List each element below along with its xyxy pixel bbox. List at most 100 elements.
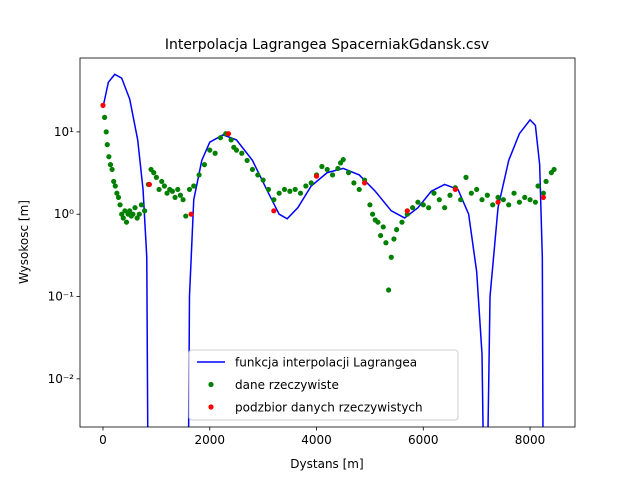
scatter-point <box>106 154 112 160</box>
scatter-point <box>543 178 549 185</box>
scatter-point <box>100 102 106 108</box>
scatter-point <box>134 215 140 221</box>
scatter-point <box>367 202 373 208</box>
scatter-point <box>313 173 320 179</box>
scatter-point <box>404 208 410 214</box>
scatter-point <box>527 197 533 203</box>
scatter-point <box>324 166 330 173</box>
legend-label: dane rzeczywiste <box>235 378 339 392</box>
scatter-point <box>159 178 165 185</box>
scatter-point <box>452 186 458 193</box>
scatter-point <box>188 211 194 217</box>
scatter-point <box>410 205 416 211</box>
scatter-point <box>292 186 298 193</box>
scatter-point <box>447 192 453 198</box>
scatter-point <box>260 177 266 183</box>
scatter-point <box>551 166 557 173</box>
scatter-point <box>132 205 138 211</box>
scatter-point <box>516 199 522 205</box>
scatter-point <box>495 194 501 201</box>
scatter-point <box>522 194 528 201</box>
legend-label: podzbior danych rzeczywistych <box>235 401 423 415</box>
scatter-point <box>207 147 213 153</box>
scatter-point <box>271 208 277 214</box>
scatter-point <box>172 194 178 201</box>
scatter-point <box>217 135 224 141</box>
scatter-point <box>479 197 485 203</box>
scatter-point <box>540 194 546 201</box>
x-tick-label: 8000 <box>515 433 546 447</box>
scatter-point <box>104 142 110 148</box>
x-tick-label: 0 <box>99 433 107 447</box>
scatter-point <box>228 137 234 143</box>
scatter-point <box>345 170 352 176</box>
scatter-point <box>169 188 176 194</box>
scatter-point <box>107 162 114 168</box>
scatter-point <box>239 150 245 156</box>
y-tick-label: 10¹ <box>54 125 74 139</box>
chart-title: Interpolacja Lagrangea SpacerniakGdansk.… <box>165 37 489 53</box>
scatter-point <box>375 219 381 225</box>
scatter-point <box>151 170 157 176</box>
scatter-point <box>463 174 469 180</box>
scatter-point <box>351 180 357 186</box>
plot-area <box>100 73 557 427</box>
scatter-point <box>415 199 421 205</box>
scatter-point <box>495 199 501 205</box>
scatter-point <box>225 131 232 137</box>
y-axis-label: Wysokosc [m] <box>17 200 31 284</box>
scatter-point <box>156 186 162 193</box>
x-tick-label: 2000 <box>194 433 225 447</box>
scatter-point <box>500 197 506 203</box>
scatter-point <box>369 211 376 217</box>
scatter-point <box>102 114 108 120</box>
scatter-point <box>123 219 130 225</box>
scatter-point <box>177 192 184 198</box>
scatter-point <box>109 166 115 173</box>
scatter-point <box>111 178 117 185</box>
scatter-point <box>436 197 442 203</box>
scatter-point <box>388 254 394 260</box>
scatter-point <box>281 186 288 193</box>
y-tick-label: 10⁻² <box>48 372 75 386</box>
scatter-point <box>120 215 126 221</box>
scatter-point <box>399 219 405 225</box>
scatter-point <box>319 163 325 170</box>
scatter-point <box>356 186 362 193</box>
scatter-point <box>201 162 208 168</box>
scatter-point <box>183 213 189 219</box>
scatter-point <box>511 190 517 196</box>
scatter-point <box>153 174 159 180</box>
scatter-point <box>117 202 123 208</box>
scatter-point <box>380 224 386 230</box>
scatter-point <box>212 150 218 156</box>
scatter-point <box>377 232 384 239</box>
scatter-point <box>271 197 277 203</box>
scatter-point <box>191 183 197 189</box>
scatter-point <box>127 208 133 214</box>
scatter-point <box>233 147 240 153</box>
scatter-point <box>468 190 474 196</box>
scatter-point <box>265 186 272 193</box>
scatter-point <box>244 157 250 164</box>
scatter-point <box>287 188 293 194</box>
scatter-point <box>103 129 109 135</box>
legend-label: funkcja interpolacji Lagrangea <box>235 356 417 370</box>
scatter-point <box>329 172 336 178</box>
scatter-point <box>532 199 538 205</box>
scatter-point <box>474 186 480 193</box>
scatter-point <box>383 240 389 246</box>
scatter-point <box>196 172 202 178</box>
scatter-point <box>138 202 145 208</box>
scatter-point <box>164 190 170 196</box>
scatter-point <box>122 208 128 214</box>
scatter-point <box>303 183 309 189</box>
scatter-point <box>161 183 167 189</box>
scatter-point <box>535 183 541 189</box>
scatter-point <box>136 211 142 217</box>
scatter-point <box>484 192 490 198</box>
legend-marker <box>208 381 214 388</box>
scatter-point <box>340 157 346 163</box>
scatter-point <box>394 227 400 233</box>
